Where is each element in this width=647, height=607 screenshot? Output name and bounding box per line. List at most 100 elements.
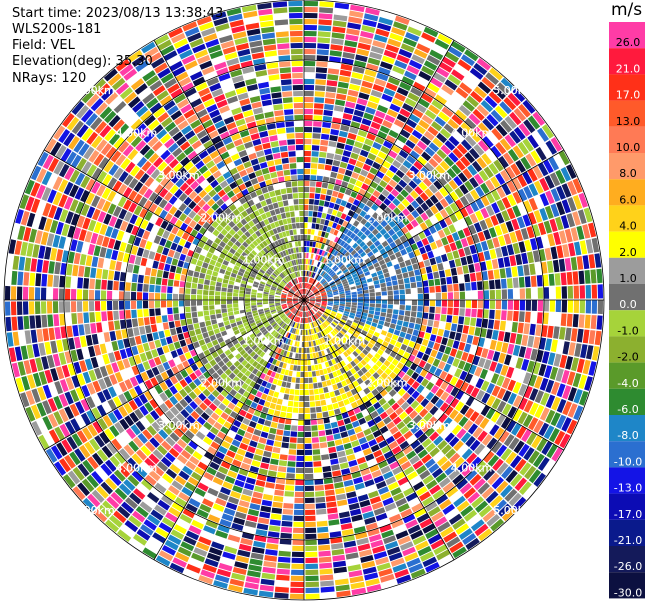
velocity-gate bbox=[396, 273, 403, 280]
velocity-gate bbox=[342, 437, 351, 444]
velocity-gate bbox=[272, 359, 278, 365]
velocity-gate bbox=[381, 252, 389, 259]
velocity-gate bbox=[542, 312, 549, 325]
velocity-gate bbox=[576, 328, 584, 343]
velocity-gate bbox=[505, 451, 517, 465]
velocity-gate bbox=[437, 33, 453, 45]
velocity-gate bbox=[313, 321, 318, 327]
velocity-gate bbox=[397, 279, 404, 285]
velocity-gate bbox=[392, 466, 403, 476]
velocity-gate bbox=[350, 508, 362, 516]
velocity-gate bbox=[325, 335, 330, 341]
velocity-gate bbox=[419, 491, 431, 502]
velocity-gate bbox=[202, 332, 209, 339]
velocity-gate bbox=[538, 422, 550, 437]
velocity-gate bbox=[474, 327, 481, 337]
velocity-gate bbox=[316, 312, 321, 318]
velocity-gate bbox=[327, 334, 332, 340]
velocity-gate bbox=[136, 247, 144, 257]
velocity-gate bbox=[585, 300, 592, 314]
velocity-gate bbox=[379, 411, 389, 420]
velocity-gate bbox=[321, 300, 328, 303]
velocity-gate bbox=[353, 341, 360, 348]
velocity-gate bbox=[356, 287, 363, 292]
velocity-gate bbox=[341, 278, 347, 283]
velocity-gate bbox=[318, 544, 331, 551]
velocity-gate bbox=[414, 444, 425, 454]
velocity-gate bbox=[295, 473, 304, 480]
velocity-gate bbox=[348, 281, 355, 285]
velocity-gate bbox=[423, 412, 433, 422]
velocity-gate bbox=[477, 81, 491, 94]
velocity-gate bbox=[355, 348, 362, 355]
velocity-gate bbox=[154, 482, 167, 494]
velocity-gate bbox=[350, 191, 358, 199]
velocity-gate bbox=[369, 300, 376, 304]
velocity-gate bbox=[341, 528, 354, 536]
velocity-gate bbox=[338, 289, 345, 293]
velocity-gate bbox=[318, 286, 324, 291]
velocity-gate bbox=[351, 294, 357, 298]
velocity-gate bbox=[117, 339, 125, 350]
velocity-gate bbox=[430, 539, 445, 550]
velocity-gate bbox=[389, 371, 397, 380]
velocity-gate bbox=[501, 310, 507, 321]
velocity-gate bbox=[179, 287, 185, 294]
velocity-gate bbox=[168, 343, 176, 352]
velocity-gate bbox=[425, 381, 435, 391]
velocity-gate bbox=[317, 37, 331, 44]
velocity-gate bbox=[539, 407, 550, 421]
velocity-gate bbox=[304, 359, 308, 366]
velocity-gate bbox=[505, 220, 514, 233]
velocity-gate bbox=[498, 155, 509, 169]
velocity-gate bbox=[330, 322, 336, 328]
velocity-gate bbox=[306, 305, 309, 311]
velocity-gate bbox=[344, 546, 358, 554]
velocity-gate bbox=[304, 341, 307, 348]
velocity-gate bbox=[394, 184, 404, 193]
velocity-gate bbox=[324, 392, 331, 399]
velocity-gate bbox=[554, 430, 566, 446]
velocity-gate bbox=[348, 396, 356, 404]
velocity-gate bbox=[483, 166, 494, 179]
velocity-gate bbox=[30, 329, 38, 343]
velocity-gate bbox=[451, 41, 466, 53]
velocity-gate bbox=[318, 13, 333, 20]
velocity-gate bbox=[301, 353, 304, 360]
velocity-gate bbox=[273, 410, 281, 417]
velocity-gate bbox=[383, 360, 391, 367]
velocity-gate bbox=[253, 540, 266, 548]
velocity-gate bbox=[332, 554, 346, 562]
velocity-gate bbox=[133, 327, 140, 336]
velocity-gate bbox=[549, 428, 560, 443]
velocity-gate bbox=[588, 254, 596, 269]
velocity-gate bbox=[338, 456, 348, 464]
velocity-gate bbox=[420, 166, 430, 177]
velocity-gate bbox=[346, 491, 357, 499]
velocity-gate bbox=[354, 264, 361, 270]
velocity-gate bbox=[398, 149, 409, 159]
velocity-gate bbox=[538, 363, 547, 377]
velocity-gate bbox=[427, 340, 435, 349]
velocity-gate bbox=[373, 176, 382, 184]
velocity-gate bbox=[516, 426, 527, 439]
velocity-gate bbox=[196, 295, 203, 300]
velocity-gate bbox=[336, 382, 343, 389]
velocity-gate bbox=[391, 144, 401, 154]
velocity-gate bbox=[310, 309, 315, 315]
velocity-gate bbox=[594, 253, 602, 268]
velocity-gate bbox=[173, 313, 180, 321]
velocity-gate bbox=[304, 289, 306, 295]
velocity-gate bbox=[143, 317, 150, 326]
velocity-gate bbox=[261, 406, 269, 414]
velocity-gate bbox=[315, 303, 321, 306]
velocity-gate bbox=[352, 146, 361, 155]
velocity-gate bbox=[142, 249, 150, 259]
velocity-gate bbox=[328, 519, 340, 526]
velocity-gate bbox=[209, 309, 216, 315]
velocity-gate bbox=[326, 348, 331, 354]
velocity-gate bbox=[167, 314, 174, 322]
velocity-gate bbox=[332, 160, 341, 167]
velocity-gate bbox=[500, 484, 513, 498]
velocity-gate bbox=[439, 477, 451, 488]
